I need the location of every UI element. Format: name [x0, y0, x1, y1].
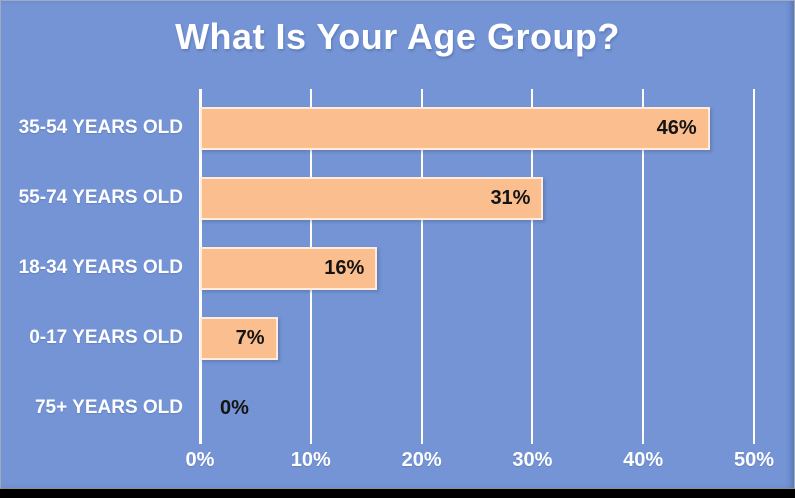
chart-title: What Is Your Age Group?: [175, 16, 620, 57]
bar-area: 46%: [200, 106, 754, 150]
gridline-40: [642, 89, 645, 444]
tick-label-40: 40%: [623, 449, 664, 471]
category-label: 0-17 YEARS OLD: [29, 327, 183, 348]
category-label: 35-54 YEARS OLD: [18, 117, 183, 138]
gridline-20: [420, 89, 423, 444]
value-label: 31%: [490, 186, 531, 209]
tick-label-10: 10%: [290, 449, 331, 471]
bar-area: 0%: [200, 387, 754, 430]
bar-area: 31%: [200, 176, 754, 220]
bar-area: 16%: [200, 246, 754, 290]
value-label: 7%: [235, 326, 265, 349]
category-label: 55-74 YEARS OLD: [18, 187, 183, 208]
bar-18-34: 16%: [200, 246, 378, 290]
value-label: 46%: [656, 116, 697, 139]
bottom-black-strip: [0, 489, 795, 498]
tick-label-50: 50%: [733, 449, 775, 471]
tick-label-20: 20%: [401, 449, 442, 471]
bar-55-74: 31%: [200, 176, 544, 220]
bar-row: 0-17 YEARS OLD 7%: [1, 303, 754, 373]
category-label: 75+ YEARS OLD: [34, 397, 183, 418]
bar-rows: 35-54 YEARS OLD 46% 55-74 YEARS OLD 31% …: [1, 93, 754, 443]
value-label: 0%: [220, 396, 249, 419]
bar-row: 55-74 YEARS OLD 31%: [1, 163, 754, 233]
gridline-50: [753, 89, 755, 444]
bar-75-plus: 0%: [200, 387, 249, 430]
gridline-30: [531, 89, 534, 444]
tick-label-0: 0%: [185, 449, 215, 471]
bar-35-54: 46%: [200, 106, 710, 150]
tick-label-30: 30%: [512, 449, 553, 471]
value-label: 16%: [324, 256, 365, 279]
bar-area: 7%: [200, 316, 754, 360]
bar-0-17: 7%: [200, 316, 278, 360]
bar-row: 75+ YEARS OLD 0%: [1, 373, 754, 443]
category-label: 18-34 YEARS OLD: [18, 257, 183, 278]
x-axis-tick-labels: 0% 10% 20% 30% 40% 50%: [186, 449, 774, 477]
bar-row: 35-54 YEARS OLD 46%: [1, 93, 754, 163]
bar-row: 18-34 YEARS OLD 16%: [1, 233, 754, 303]
